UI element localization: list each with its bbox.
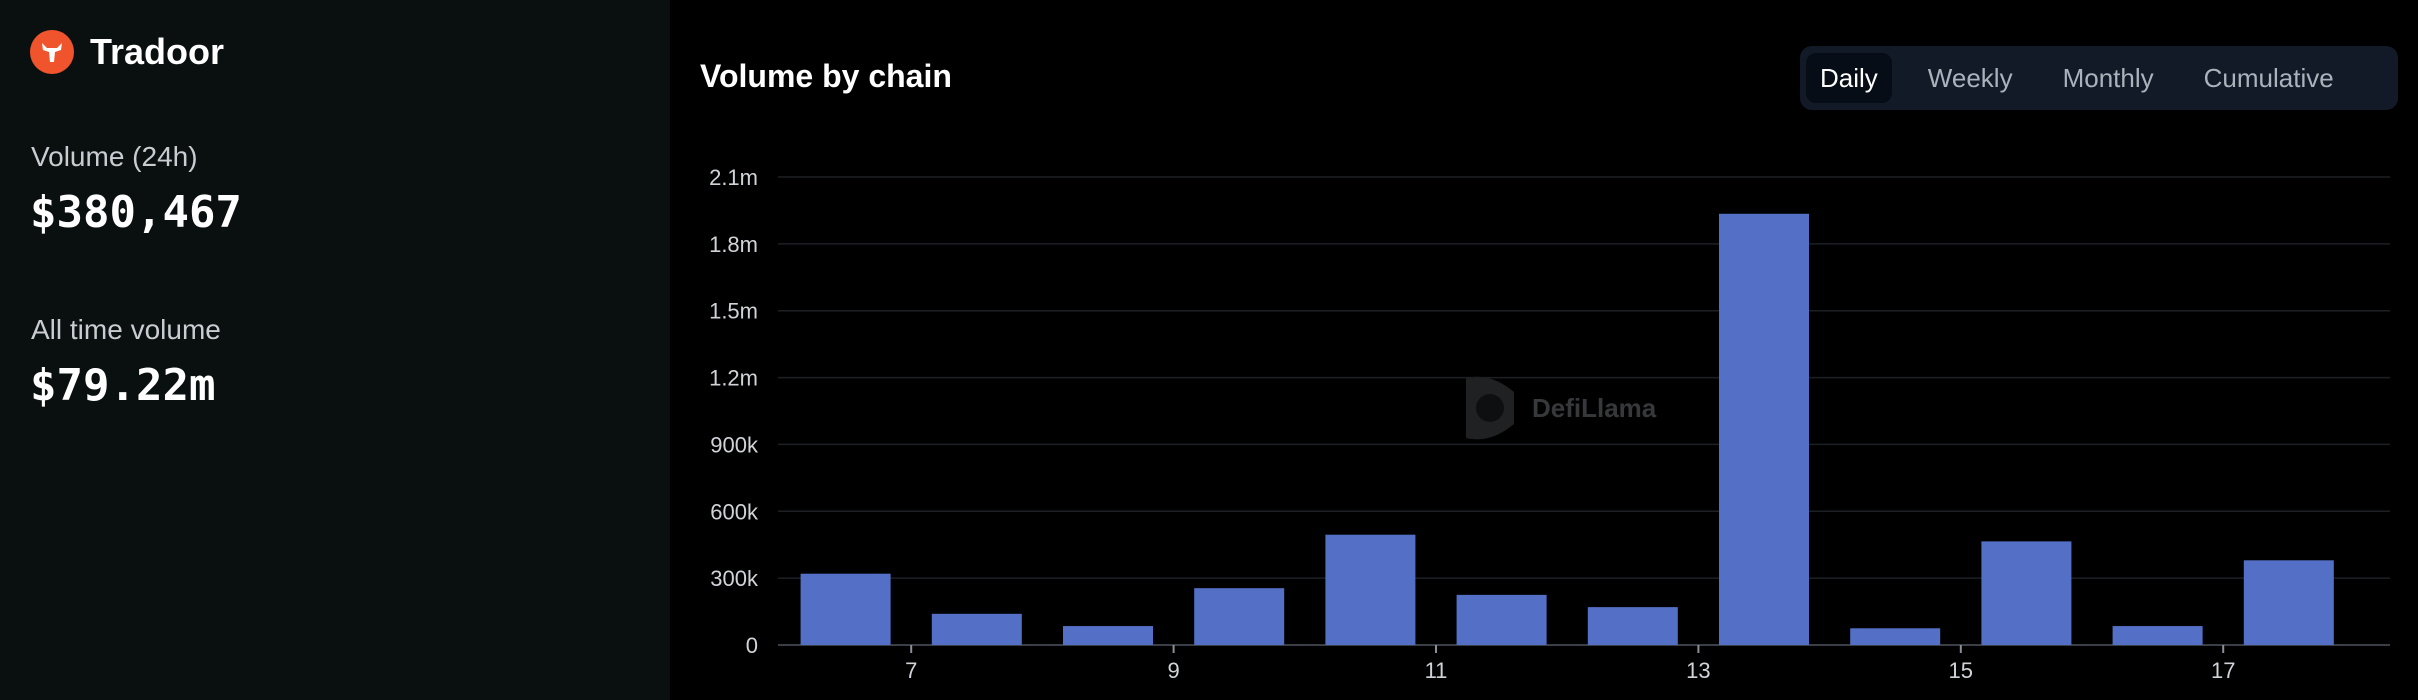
- y-tick-label: 2.1m: [709, 165, 758, 190]
- timeframe-tabs: Daily Weekly Monthly Cumulative: [1800, 46, 2398, 110]
- defillama-watermark: DefiLlama: [1460, 372, 1656, 444]
- bar-day-6[interactable]: [800, 573, 891, 645]
- y-tick-label: 900k: [710, 432, 759, 457]
- tab-daily[interactable]: Daily: [1806, 53, 1892, 103]
- watermark-text: DefiLlama: [1532, 392, 1657, 423]
- brand-name: Tradoor: [90, 31, 225, 72]
- x-axis-ticks: 7 9 11 13 15 17: [905, 645, 2235, 683]
- all-time-volume-value: $79.22m: [30, 360, 216, 411]
- tab-weekly[interactable]: Weekly: [1927, 62, 2013, 93]
- bar-day-11[interactable]: [1456, 594, 1547, 645]
- bar-day-13[interactable]: [1719, 213, 1809, 645]
- bar-day-15[interactable]: [1981, 541, 2072, 645]
- bar-day-9[interactable]: [1194, 588, 1285, 645]
- y-tick-label: 1.5m: [709, 299, 758, 324]
- tab-monthly[interactable]: Monthly: [2062, 62, 2154, 93]
- bar-day-8[interactable]: [1063, 626, 1153, 645]
- bar-day-14[interactable]: [1850, 628, 1941, 645]
- bar-day-16[interactable]: [2112, 626, 2203, 645]
- tradoor-logo-icon: [30, 30, 74, 74]
- grid-lines: [778, 176, 2390, 646]
- x-tick-label: 7: [905, 658, 917, 683]
- bar-day-12[interactable]: [1587, 607, 1678, 645]
- x-tick-label: 13: [1686, 658, 1710, 683]
- bar-day-10[interactable]: [1325, 534, 1416, 645]
- y-tick-label: 1.8m: [709, 232, 758, 257]
- x-tick-label: 15: [1949, 658, 1973, 683]
- all-time-volume-label: All time volume: [31, 314, 221, 345]
- bars: [800, 213, 2334, 645]
- x-tick-label: 17: [2211, 658, 2235, 683]
- bar-day-17[interactable]: [2243, 560, 2334, 645]
- y-tick-label: 0: [746, 633, 758, 658]
- volume-24h-value: $380,467: [30, 187, 242, 238]
- y-tick-label: 300k: [710, 566, 759, 591]
- brand[interactable]: Tradoor: [30, 30, 224, 74]
- bar-day-7[interactable]: [931, 613, 1022, 645]
- x-tick-label: 9: [1167, 658, 1179, 683]
- tab-cumulative[interactable]: Cumulative: [2203, 62, 2334, 93]
- defillama-logo-icon: [1466, 376, 1514, 440]
- x-tick-label: 11: [1425, 658, 1448, 683]
- chart-title: Volume by chain: [700, 58, 952, 94]
- y-axis-ticks: 0 300k 600k 900k 1.2m 1.5m 1.8m 2.1m: [709, 165, 759, 658]
- chart-panel: Volume by chain Daily Weekly Monthly Cum…: [670, 0, 2418, 700]
- volume-bar-chart: 0 300k 600k 900k 1.2m 1.5m 1.8m 2.1m 7 9 11 13 15 17: [709, 165, 2390, 683]
- y-tick-label: 600k: [710, 499, 759, 524]
- sidebar: Tradoor Volume (24h) $380,467 All time v…: [0, 0, 670, 700]
- volume-24h-label: Volume (24h): [31, 141, 198, 172]
- y-tick-label: 1.2m: [709, 366, 758, 391]
